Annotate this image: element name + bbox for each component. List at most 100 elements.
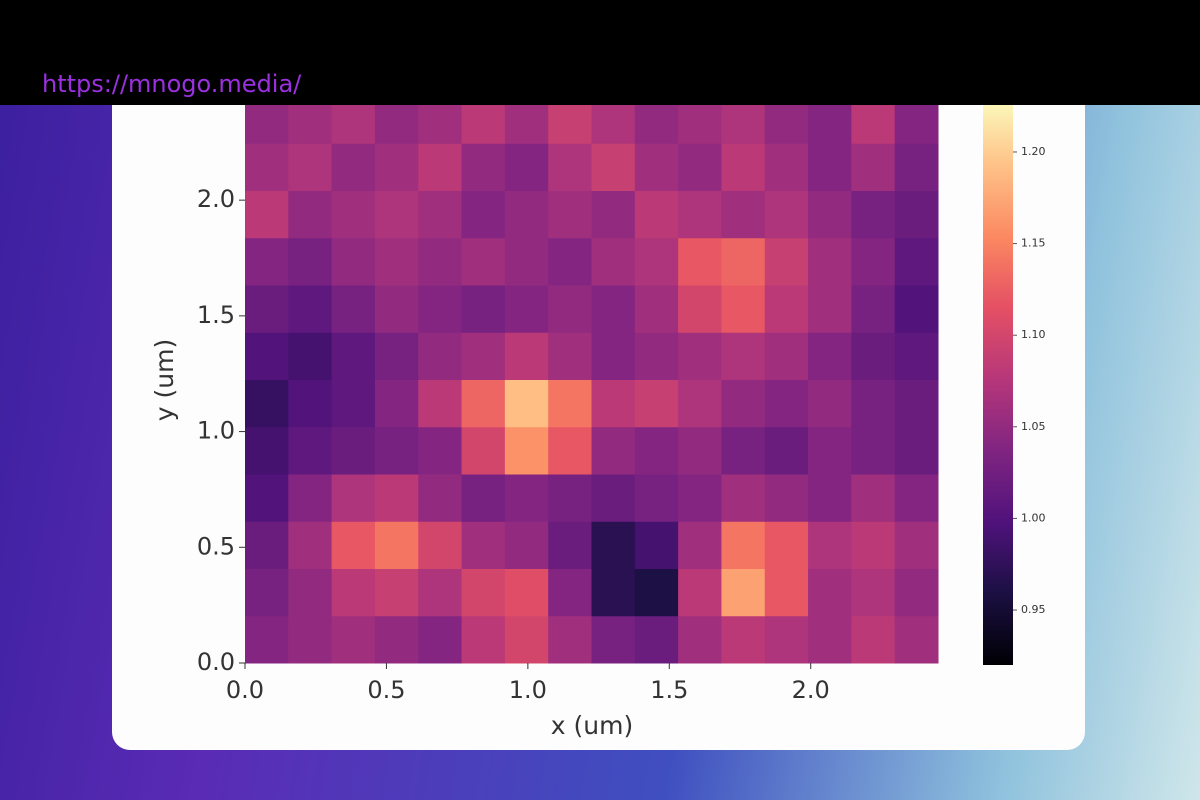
heatmap-cell	[764, 379, 809, 428]
heatmap-cell	[245, 237, 289, 286]
heatmap-cell	[331, 521, 376, 569]
heatmap-cell	[418, 143, 463, 191]
heatmap-cell	[331, 285, 376, 333]
heatmap-cell	[808, 426, 852, 475]
heatmap-cell	[548, 474, 592, 522]
heatmap-cell	[764, 521, 809, 569]
heatmap-cell	[894, 568, 939, 617]
heatmap-cell	[288, 190, 333, 239]
heatmap-cell	[504, 332, 549, 380]
heatmap-cell	[894, 237, 939, 286]
heatmap	[245, 96, 939, 664]
heatmap-cell	[374, 332, 419, 380]
heatmap-cell	[764, 332, 809, 380]
heatmap-cell	[808, 285, 852, 333]
heatmap-cell	[461, 568, 506, 617]
heatmap-cell	[764, 426, 809, 475]
colorbar	[983, 97, 1013, 665]
heatmap-cell	[461, 426, 506, 475]
heatmap-cell	[894, 332, 939, 380]
heatmap-cell	[504, 568, 549, 617]
heatmap-cell	[418, 521, 463, 569]
x-tick-label: 2.0	[792, 676, 830, 704]
colorbar-tick-label: 0.95	[1021, 603, 1046, 616]
heatmap-cell	[678, 237, 722, 286]
heatmap-cell	[851, 379, 896, 428]
x-tick-label: 1.0	[509, 676, 547, 704]
heatmap-cell	[851, 568, 896, 617]
heatmap-cell	[461, 615, 506, 664]
heatmap-cell	[331, 568, 376, 617]
heatmap-cell	[634, 521, 679, 569]
heatmap-cell	[634, 332, 679, 380]
heatmap-cell	[548, 332, 592, 380]
top-bar	[0, 0, 1200, 105]
heatmap-cell	[808, 379, 852, 428]
heatmap-cell	[245, 521, 289, 569]
heatmap-cell	[764, 615, 809, 664]
heatmap-cell	[764, 568, 809, 617]
heatmap-cell	[331, 332, 376, 380]
heatmap-cell	[418, 474, 463, 522]
heatmap-cell	[418, 379, 463, 428]
heatmap-cell	[851, 332, 896, 380]
colorbar-tick-label: 1.10	[1021, 328, 1046, 341]
heatmap-cell	[851, 285, 896, 333]
heatmap-cell	[461, 143, 506, 191]
heatmap-cell	[678, 426, 722, 475]
heatmap-cell	[461, 379, 506, 428]
heatmap-cell	[288, 521, 333, 569]
heatmap-cell	[288, 615, 333, 664]
heatmap-cell	[331, 237, 376, 286]
heatmap-cell	[764, 474, 809, 522]
heatmap-cell	[591, 568, 636, 617]
x-tick-label: 0.0	[226, 676, 264, 704]
x-tick-label: 0.5	[367, 676, 405, 704]
heatmap-cell	[634, 379, 679, 428]
heatmap-cell	[851, 190, 896, 239]
heatmap-cell	[418, 237, 463, 286]
heatmap-cell	[678, 332, 722, 380]
heatmap-cell	[591, 285, 636, 333]
heatmap-cell	[331, 615, 376, 664]
heatmap-cell	[548, 285, 592, 333]
heatmap-cell	[374, 568, 419, 617]
heatmap-cell	[721, 521, 766, 569]
heatmap-cell	[245, 568, 289, 617]
heatmap-cell	[288, 237, 333, 286]
heatmap-cell	[894, 285, 939, 333]
heatmap-cell	[374, 190, 419, 239]
heatmap-cell	[851, 521, 896, 569]
heatmap-cell	[548, 237, 592, 286]
url[interactable]: https://mnogo.media/	[42, 70, 302, 98]
heatmap-cell	[245, 615, 289, 664]
heatmap-cell	[504, 379, 549, 428]
heatmap-cell	[288, 143, 333, 191]
heatmap-cell	[461, 237, 506, 286]
heatmap-cell	[808, 332, 852, 380]
heatmap-cell	[418, 285, 463, 333]
heatmap-cell	[678, 285, 722, 333]
heatmap-cell	[504, 426, 549, 475]
heatmap-cell	[548, 568, 592, 617]
heatmap-cell	[418, 332, 463, 380]
heatmap-cell	[418, 615, 463, 664]
heatmap-cell	[591, 379, 636, 428]
heatmap-cell	[461, 521, 506, 569]
heatmap-cell	[721, 568, 766, 617]
y-tick-label: 0.0	[197, 648, 235, 676]
heatmap-cell	[245, 285, 289, 333]
heatmap-cell	[894, 379, 939, 428]
heatmap-cell	[678, 521, 722, 569]
heatmap-cell	[894, 426, 939, 475]
heatmap-cell	[678, 615, 722, 664]
heatmap-cell	[548, 190, 592, 239]
heatmap-cell	[634, 568, 679, 617]
heatmap-cell	[894, 190, 939, 239]
heatmap-cell	[764, 285, 809, 333]
heatmap-cell	[851, 474, 896, 522]
heatmap-cell	[331, 143, 376, 191]
heatmap-cell	[288, 568, 333, 617]
heatmap-cell	[548, 143, 592, 191]
